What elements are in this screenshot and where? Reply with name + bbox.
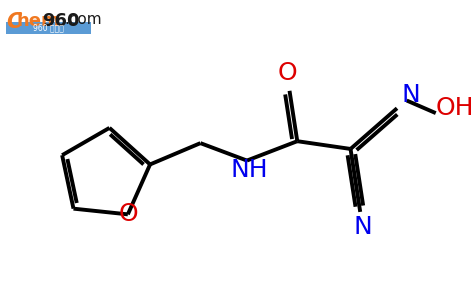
Text: O: O (119, 202, 138, 226)
Text: N: N (354, 215, 373, 239)
Bar (6, 22, 91, 34)
Text: C: C (6, 12, 21, 32)
Text: hem: hem (17, 12, 60, 30)
Text: O: O (278, 62, 297, 85)
Text: NH: NH (230, 158, 268, 182)
Text: .com: .com (64, 12, 101, 27)
Text: 960: 960 (42, 12, 79, 30)
Text: OH: OH (436, 96, 474, 120)
Text: N: N (401, 83, 420, 107)
Text: 960 化工网: 960 化工网 (33, 23, 64, 32)
